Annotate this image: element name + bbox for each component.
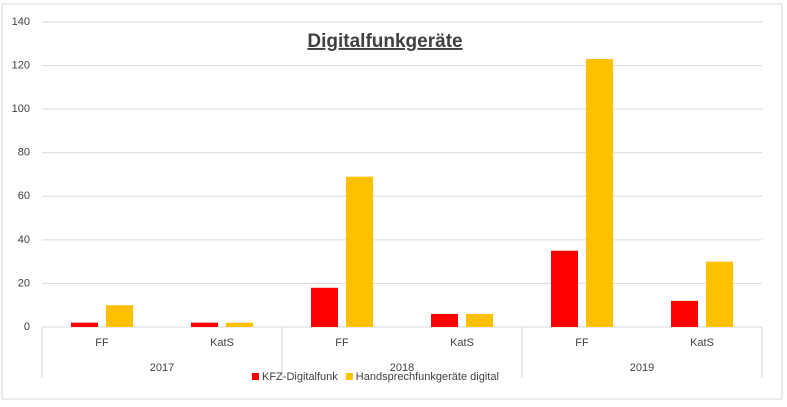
bar xyxy=(431,313,458,327)
y-tick-label: 100 xyxy=(12,103,30,115)
x-tick-label: FF xyxy=(335,337,349,349)
bar xyxy=(106,305,133,327)
bar xyxy=(191,322,218,327)
y-tick-label: 80 xyxy=(18,147,30,159)
group-label: 2018 xyxy=(390,362,414,374)
y-tick-label: 0 xyxy=(24,321,30,333)
legend-label: Handsprechfunkgeräte digital xyxy=(356,371,499,383)
bar xyxy=(466,313,493,327)
bar xyxy=(311,287,338,327)
x-tick-label: KatS xyxy=(210,337,234,349)
group-label: 2019 xyxy=(630,362,654,374)
legend-swatch xyxy=(345,373,353,380)
y-tick-label: 60 xyxy=(18,190,30,202)
bar xyxy=(586,59,613,328)
x-tick-label: KatS xyxy=(690,337,714,349)
legend-swatch xyxy=(252,373,259,380)
chart-title: Digitalfunkgeräte xyxy=(307,31,462,52)
x-tick-label: FF xyxy=(575,337,589,349)
group-label: 2017 xyxy=(150,362,174,374)
y-tick-label: 140 xyxy=(12,16,30,28)
y-tick-label: 120 xyxy=(12,59,30,71)
bar xyxy=(346,176,373,327)
legend-label: KFZ-Digitalfunk xyxy=(262,371,338,383)
bar xyxy=(71,322,98,327)
chart-frame xyxy=(1,3,783,400)
bar xyxy=(226,322,253,327)
bar xyxy=(706,261,733,327)
x-tick-label: KatS xyxy=(450,337,474,349)
y-tick-label: 40 xyxy=(18,234,30,246)
bar xyxy=(551,250,578,327)
y-tick-label: 20 xyxy=(18,277,30,289)
x-tick-label: FF xyxy=(95,337,109,349)
bar xyxy=(671,300,698,327)
